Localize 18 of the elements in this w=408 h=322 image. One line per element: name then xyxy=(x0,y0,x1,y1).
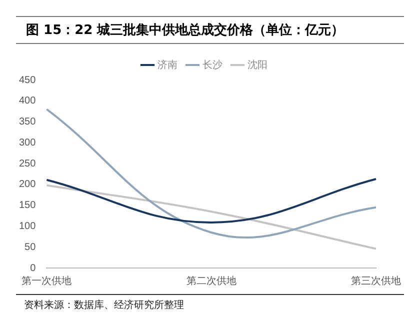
y-tick-label: 350 xyxy=(18,116,36,128)
x-tick-label: 第三次供地 xyxy=(351,274,401,287)
y-tick-label: 0 xyxy=(30,262,36,274)
y-tick-label: 250 xyxy=(18,158,36,170)
x-tick-label: 第一次供地 xyxy=(22,274,72,287)
legend-label: 长沙 xyxy=(202,58,222,71)
y-tick-label: 150 xyxy=(18,200,36,212)
chart-title: 图 15：22 城三批集中供地总成交价格（单位：亿元） xyxy=(16,16,404,44)
x-tick-label: 第二次供地 xyxy=(186,274,236,287)
legend-label: 沈阳 xyxy=(248,58,268,71)
y-tick-label: 450 xyxy=(18,74,36,86)
text: 资料来源：数据库、经济研究所整理 xyxy=(16,294,404,312)
legend-label: 济南 xyxy=(158,58,178,71)
y-tick-label: 300 xyxy=(18,137,36,148)
y-tick-label: 50 xyxy=(24,242,36,253)
y-tick-label: 200 xyxy=(18,179,36,190)
y-tick-label: 100 xyxy=(18,220,36,232)
y-tick-label: 400 xyxy=(18,96,36,107)
